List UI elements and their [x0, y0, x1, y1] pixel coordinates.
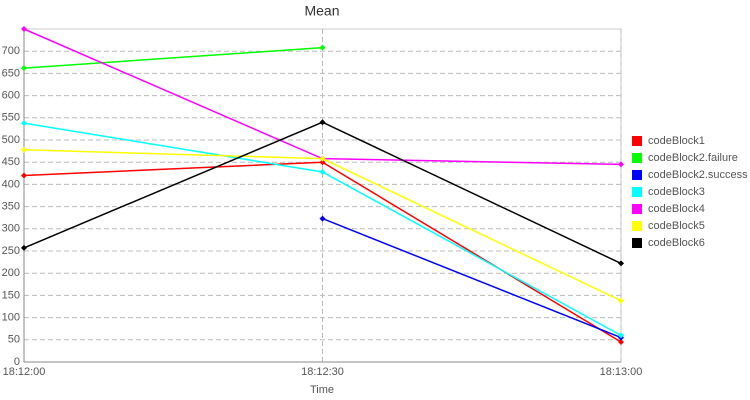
x-tick-label: 18:12:00 — [3, 366, 46, 378]
legend-swatch — [632, 153, 642, 163]
series-marker — [21, 65, 27, 72]
y-tick-label: 700 — [2, 45, 20, 57]
series-marker — [618, 260, 624, 267]
legend-label: codeBlock2.failure — [648, 152, 738, 164]
series-marker — [21, 26, 27, 32]
y-tick-label: 650 — [2, 67, 20, 79]
x-tick-label: 18:13:00 — [600, 366, 643, 378]
series-marker — [319, 159, 326, 166]
x-axis-label: Time — [310, 384, 334, 396]
y-tick-label: 300 — [2, 223, 20, 235]
series-marker — [618, 297, 624, 304]
legend-label: codeBlock4 — [648, 203, 705, 215]
series-marker — [21, 146, 27, 153]
y-tick-label: 250 — [2, 245, 20, 257]
y-tick-label: 500 — [2, 134, 20, 146]
y-tick-label: 200 — [2, 267, 20, 279]
legend-label: codeBlock3 — [648, 186, 705, 198]
y-tick-label: 350 — [2, 201, 20, 213]
y-tick-label: 450 — [2, 156, 20, 168]
y-tick-label: 600 — [2, 90, 20, 102]
y-tick-label: 550 — [2, 112, 20, 124]
y-tick-label: 0 — [14, 356, 20, 368]
legend-swatch — [632, 136, 642, 146]
legend-label: codeBlock5 — [648, 220, 705, 232]
legend-swatch — [632, 204, 642, 214]
y-tick-label: 400 — [2, 178, 20, 190]
x-tick-label: 18:12:30 — [301, 366, 344, 378]
series-marker — [319, 44, 326, 51]
series-marker — [319, 215, 326, 222]
series-marker — [319, 155, 326, 162]
y-tick-label: 150 — [2, 289, 20, 301]
series-marker — [319, 168, 326, 175]
legend-label: codeBlock2.success — [648, 169, 748, 181]
series-marker — [21, 120, 27, 127]
y-tick-label: 100 — [2, 312, 20, 324]
legend-swatch — [632, 238, 642, 248]
legend-label: codeBlock6 — [648, 237, 705, 249]
legend-swatch — [632, 187, 642, 197]
series-marker — [21, 244, 27, 251]
series-line — [23, 46, 323, 69]
legend-swatch — [632, 221, 642, 231]
y-tick-label: 50 — [8, 334, 20, 346]
series-marker — [618, 161, 624, 168]
series-marker — [618, 339, 624, 346]
series-line — [322, 217, 622, 339]
legend-swatch — [632, 170, 642, 180]
series-marker — [618, 332, 624, 339]
chart-title: Mean — [304, 3, 339, 19]
legend-label: codeBlock1 — [648, 135, 705, 147]
series-marker — [319, 119, 326, 126]
series-marker — [21, 172, 27, 179]
